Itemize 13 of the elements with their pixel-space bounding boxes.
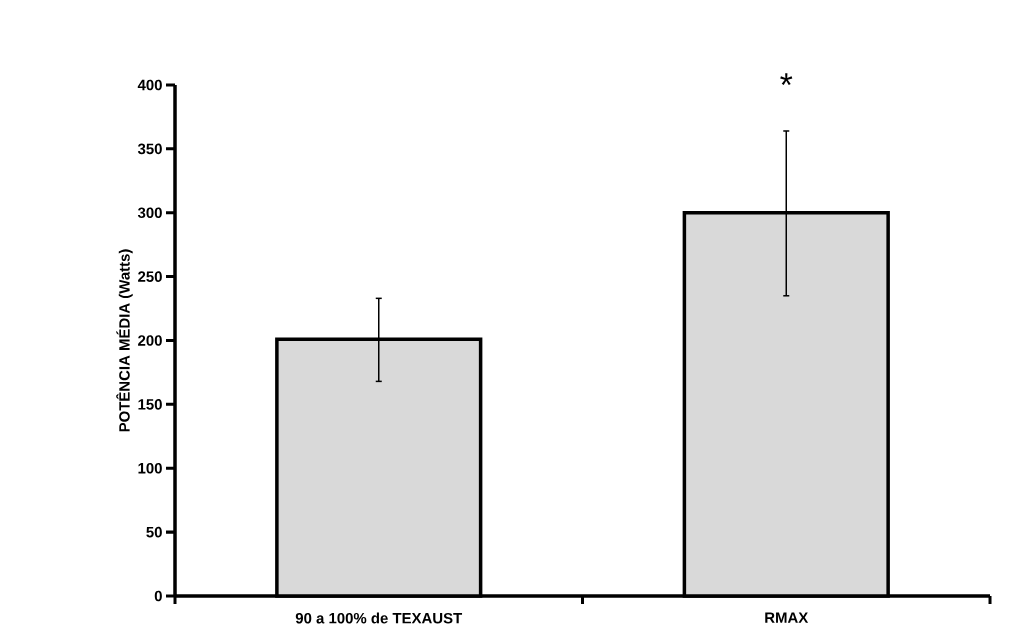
y-tick-label: 400 bbox=[137, 79, 162, 91]
y-tick-label: 150 bbox=[138, 399, 162, 410]
annotation: * bbox=[780, 73, 793, 86]
y-tick-label: 0 bbox=[154, 590, 162, 602]
y-tick-label: 100 bbox=[138, 462, 162, 474]
y-tick-label: 350 bbox=[137, 143, 162, 155]
y-tick-label: 250 bbox=[138, 271, 162, 282]
y-tick-label: 300 bbox=[137, 207, 162, 219]
y-tick-label: 200 bbox=[138, 335, 162, 346]
x-tick-label: RMAX bbox=[765, 612, 809, 623]
x-tick-label: 90 a 100% de TEXAUST bbox=[295, 612, 463, 624]
y-tick-label: 50 bbox=[146, 526, 162, 538]
y-axis-title: POTÊNCIA MÉDIA (Watts) bbox=[116, 249, 133, 432]
